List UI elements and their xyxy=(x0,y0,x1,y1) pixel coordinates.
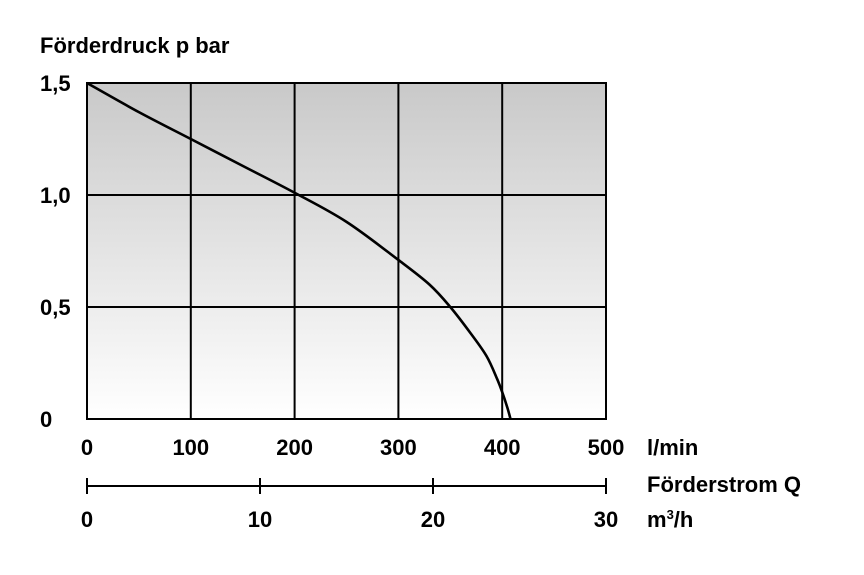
secondary-tick-label: 20 xyxy=(421,507,445,532)
pressure-curve xyxy=(86,81,512,420)
secondary-unit-base: m xyxy=(647,507,667,532)
y-tick-label: 1,5 xyxy=(40,71,71,96)
y-tick-label: 0,5 xyxy=(40,295,71,320)
x-tick-label: 400 xyxy=(484,435,521,460)
x-tick-label: 100 xyxy=(172,435,209,460)
secondary-tick-label: 30 xyxy=(594,507,618,532)
secondary-axis-title: Förderstrom Q xyxy=(647,472,801,497)
x-tick-label: 300 xyxy=(380,435,417,460)
secondary-tick-label: 0 xyxy=(81,507,93,532)
y-tick-label: 0 xyxy=(40,407,52,432)
y-tick-label: 1,0 xyxy=(40,183,71,208)
x-tick-label: 500 xyxy=(588,435,625,460)
plot-frame xyxy=(86,82,607,420)
secondary-unit-label: m3/h xyxy=(647,507,693,532)
grid-lines xyxy=(87,83,606,419)
y-axis-title: Förderdruck p bar xyxy=(40,33,230,58)
secondary-unit-rest: /h xyxy=(674,507,694,532)
secondary-unit-sup: 3 xyxy=(667,507,674,522)
secondary-axis: 0 10 20 30 xyxy=(81,478,618,532)
y-tick-labels: 0 0,5 1,0 1,5 xyxy=(40,71,71,432)
secondary-tick-label: 10 xyxy=(248,507,272,532)
x-tick-labels: 0 100 200 300 400 500 xyxy=(81,435,624,460)
plot-area xyxy=(87,83,606,419)
x-tick-label: 0 xyxy=(81,435,93,460)
x-tick-label: 200 xyxy=(276,435,313,460)
x-unit-label: l/min xyxy=(647,435,698,460)
